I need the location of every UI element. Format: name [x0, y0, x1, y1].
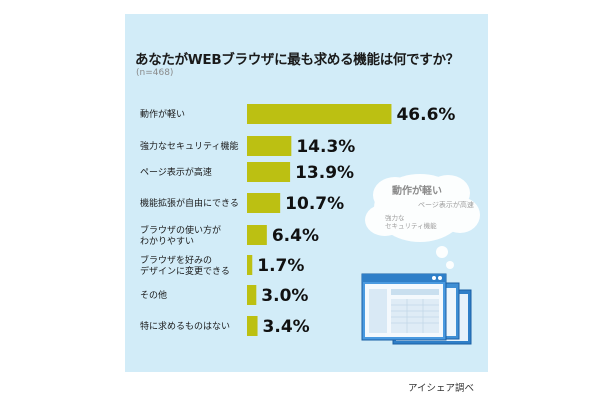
bar-8	[247, 316, 258, 336]
chart-title: あなたがWEBブラウザに最も求める機能は何ですか？	[135, 52, 459, 68]
bar-4	[247, 193, 281, 213]
bar-1	[247, 104, 392, 124]
value-label-6: 1.7%	[257, 256, 304, 276]
value-label-8: 3.4%	[263, 317, 310, 337]
category-label-6: ブラウザを好みのデザインに変更できる	[140, 254, 230, 277]
cloud-text-sub2: 強力な セキュリティ機能	[385, 214, 437, 230]
cloud-text-sub1: ページ表示が高速	[418, 201, 474, 209]
value-label-4: 10.7%	[285, 194, 344, 214]
source-note: アイシェア調べ	[408, 383, 475, 394]
value-label-1: 46.6%	[396, 105, 455, 125]
browser-illustration	[361, 174, 480, 345]
value-label-2: 14.3%	[296, 137, 355, 157]
bar-2	[247, 136, 292, 156]
thought-cloud	[365, 174, 480, 269]
bar-5	[247, 225, 267, 245]
value-label-7: 3.0%	[261, 286, 308, 306]
category-label-2: 強力なセキュリティ機能	[140, 140, 238, 152]
bar-3	[247, 162, 291, 182]
category-label-5: ブラウザの使い方がわかりやすい	[140, 224, 221, 247]
chart-subtitle: (n=468)	[136, 68, 174, 78]
browser-window-front	[361, 273, 447, 341]
category-label-8: 特に求めるものはない	[140, 320, 230, 332]
value-label-3: 13.9%	[295, 163, 354, 183]
category-label-1: 動作が軽い	[140, 108, 185, 120]
bar-6	[247, 255, 253, 275]
category-label-4: 機能拡張が自由にできる	[140, 197, 239, 209]
bar-7	[247, 285, 257, 305]
category-label-3: ページ表示が高速	[140, 166, 212, 178]
category-label-7: その他	[140, 289, 167, 301]
cloud-text-main: 動作が軽い	[392, 186, 442, 197]
value-label-5: 6.4%	[272, 226, 319, 246]
